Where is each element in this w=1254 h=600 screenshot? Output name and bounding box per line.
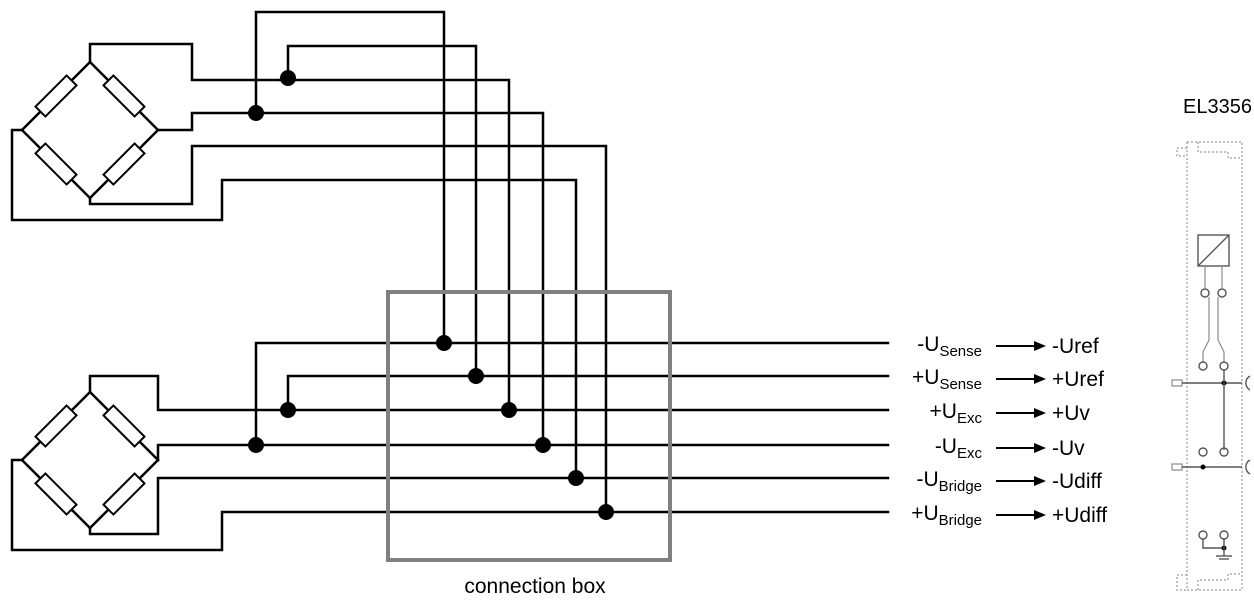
resistor (34, 142, 78, 186)
converter-diagonal (1197, 234, 1230, 267)
signal-label: -UExc (935, 435, 983, 462)
wire (10, 128, 578, 480)
rail-contact (1171, 463, 1183, 471)
junction-dot (501, 402, 517, 418)
bridge-bottom (10, 374, 608, 552)
contact-point (1198, 447, 1208, 457)
arrow-head (1034, 443, 1046, 453)
contact-point (1198, 361, 1208, 371)
resistor (34, 404, 78, 448)
junction-dot (568, 470, 584, 486)
mapped-signal: +Uv (1052, 402, 1090, 425)
contact-point (1217, 288, 1227, 298)
resistor (102, 142, 146, 186)
wire (156, 443, 545, 462)
mapped-signal: -Udiff (1052, 470, 1102, 493)
converter-block (1197, 234, 1230, 267)
wire (10, 458, 608, 552)
trace (1202, 297, 1210, 362)
rail-contact-right (1245, 375, 1251, 391)
mapped-signal: -Uref (1052, 335, 1099, 358)
signal-label: +USense (912, 366, 982, 393)
mapping-arrows (996, 341, 1046, 520)
signal-label: +UExc (930, 400, 983, 427)
trace (1202, 539, 1224, 549)
junction-dot (280, 70, 296, 86)
signal-labels: -USense +USense +UExc -UExc -UBridge +UB… (911, 333, 982, 529)
junction-dot (468, 368, 484, 384)
contact-point (1198, 530, 1208, 540)
wire (88, 374, 290, 412)
rail-contact-right (1245, 459, 1251, 475)
wire (88, 476, 578, 536)
terminal-title: EL3356 (1183, 96, 1252, 118)
connection-box (386, 290, 672, 562)
wire (286, 44, 478, 378)
connection-box-label: connection box (464, 575, 606, 598)
signal-label: +UBridge (911, 502, 982, 529)
contact-point (1219, 447, 1229, 457)
contact-point (1219, 361, 1229, 371)
arrow-head (1034, 510, 1046, 520)
resistor (34, 74, 78, 118)
rail-junction (1200, 464, 1206, 470)
junction-dot (280, 402, 296, 418)
mapped-signal: -Uv (1052, 437, 1085, 460)
wire (88, 42, 282, 82)
terminal-top-detail (1197, 142, 1242, 159)
signal-label: -UBridge (916, 468, 982, 495)
resistor (102, 74, 146, 118)
resistor (34, 472, 78, 516)
junction-dot (248, 437, 264, 453)
terminal-latch (1176, 574, 1187, 591)
terminal-body (1186, 141, 1243, 591)
trace (1217, 297, 1225, 362)
arrow-head (1034, 341, 1046, 351)
terminal-illustration (1171, 141, 1251, 591)
arrow-head (1034, 374, 1046, 384)
wire (156, 111, 545, 447)
rail-contact (1171, 379, 1183, 387)
terminal-bottom-detail (1197, 573, 1242, 590)
mapped-outputs: -Uref +Uref +Uv -Uv -Udiff +Udiff (1052, 335, 1107, 527)
mapped-signal: +Udiff (1052, 504, 1107, 527)
terminal-latch (1176, 147, 1187, 157)
bridge-top (10, 42, 608, 514)
junction-dot (436, 335, 452, 351)
wire (254, 10, 446, 345)
resistor (102, 404, 146, 448)
junction-dot (598, 504, 614, 520)
resistor (102, 472, 146, 516)
junction-dot (535, 437, 551, 453)
arrow-head (1034, 408, 1046, 418)
arrow-head (1034, 476, 1046, 486)
mapped-signal: +Uref (1052, 368, 1104, 391)
wire (88, 144, 608, 514)
contact-point (1219, 530, 1229, 540)
junction-dot (248, 105, 264, 121)
signal-label: -USense (917, 333, 982, 360)
wire (286, 374, 478, 412)
wire (278, 78, 511, 412)
wire (254, 341, 446, 447)
contact-point (1200, 288, 1210, 298)
